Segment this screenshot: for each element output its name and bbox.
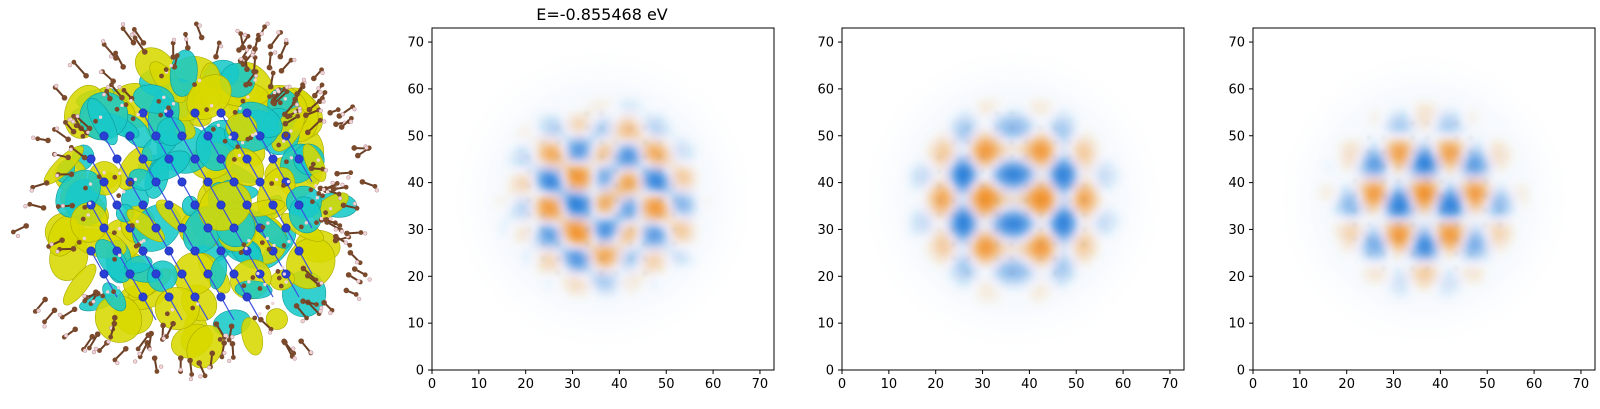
y-tick-label: 20: [817, 270, 834, 285]
x-tick-label: 50: [1068, 377, 1085, 392]
y-tick-label: 30: [1228, 223, 1245, 238]
y-tick-label: 20: [1228, 270, 1245, 285]
x-tick-label: 20: [927, 377, 944, 392]
y-tick-label: 30: [407, 223, 424, 238]
y-tick-label: 0: [826, 364, 834, 379]
y-tick-label: 60: [817, 82, 834, 97]
y-tick-label: 40: [817, 176, 834, 191]
y-tick-label: 20: [407, 270, 424, 285]
y-tick-label: 50: [817, 129, 834, 144]
x-tick-label: 50: [1479, 377, 1496, 392]
y-tick-label: 10: [1228, 317, 1245, 332]
heatmap-image: [853, 39, 1173, 359]
heatmap-panel-3: 0 10 20 30 40 50 60 70 0 10 20 30 40 50 60 70: [1228, 27, 1596, 392]
axes-frame: [431, 27, 775, 371]
x-tick-label: 20: [1338, 377, 1355, 392]
x-tick-label: 0: [428, 377, 436, 392]
density-cells: [909, 99, 1121, 303]
y-tick-label: 70: [817, 36, 834, 51]
x-tick-label: 10: [1292, 377, 1309, 392]
x-tick-label: 30: [564, 377, 581, 392]
figure-title: E=-0.855468 eV: [536, 5, 668, 24]
x-tick-label: 40: [1432, 377, 1449, 392]
nitrogen-lattice: [86, 108, 313, 321]
axes-frame: [841, 27, 1185, 371]
node-speckles: [527, 111, 676, 275]
x-tick-label: 30: [974, 377, 991, 392]
y-tick-label: 30: [817, 223, 834, 238]
y-tick-label: 40: [1228, 176, 1245, 191]
y-tick-label: 50: [407, 129, 424, 144]
x-tick-label: 40: [611, 377, 628, 392]
y-tick-label: 50: [1228, 129, 1245, 144]
ligand-shell: [10, 21, 380, 382]
heatmap-image: [1269, 44, 1579, 354]
heatmap-image: [443, 39, 763, 359]
x-tick-label: 50: [658, 377, 675, 392]
x-tick-label: 0: [1249, 377, 1257, 392]
y-tick-label: 0: [416, 364, 424, 379]
axes-frame: [1252, 27, 1596, 371]
x-tick-label: 10: [881, 377, 898, 392]
x-tick-label: 30: [1385, 377, 1402, 392]
x-tick-label: 10: [471, 377, 488, 392]
x-tick-label: 70: [752, 377, 769, 392]
x-tick-label: 60: [705, 377, 722, 392]
density-cells: [1318, 102, 1529, 298]
x-tick-label: 60: [1526, 377, 1543, 392]
x-tick-label: 40: [1021, 377, 1038, 392]
density-cells: [492, 99, 711, 296]
x-tick-label: 70: [1573, 377, 1590, 392]
y-tick-label: 10: [407, 317, 424, 332]
x-tick-label: 70: [1162, 377, 1179, 392]
y-tick-label: 60: [407, 82, 424, 97]
x-tick-label: 0: [838, 377, 846, 392]
heatmap-panel-2: 0 10 20 30 40 50 60 70 0 10 20 30 40 50 60 70: [817, 27, 1185, 392]
y-tick-label: 70: [1228, 36, 1245, 51]
node-speckles: [1353, 121, 1502, 270]
x-tick-label: 20: [517, 377, 534, 392]
y-tick-label: 40: [407, 176, 424, 191]
heatmap-panel-1: 0 10 20 30 40 50 60 70 0 10 20 30 40 50 60 70: [407, 27, 775, 392]
molecule-isosurface-image: [10, 21, 380, 382]
y-tick-label: 0: [1237, 364, 1245, 379]
y-tick-label: 10: [817, 317, 834, 332]
node-speckles: [937, 111, 1086, 275]
y-tick-label: 60: [1228, 82, 1245, 97]
x-tick-label: 60: [1115, 377, 1132, 392]
y-tick-label: 70: [407, 36, 424, 51]
